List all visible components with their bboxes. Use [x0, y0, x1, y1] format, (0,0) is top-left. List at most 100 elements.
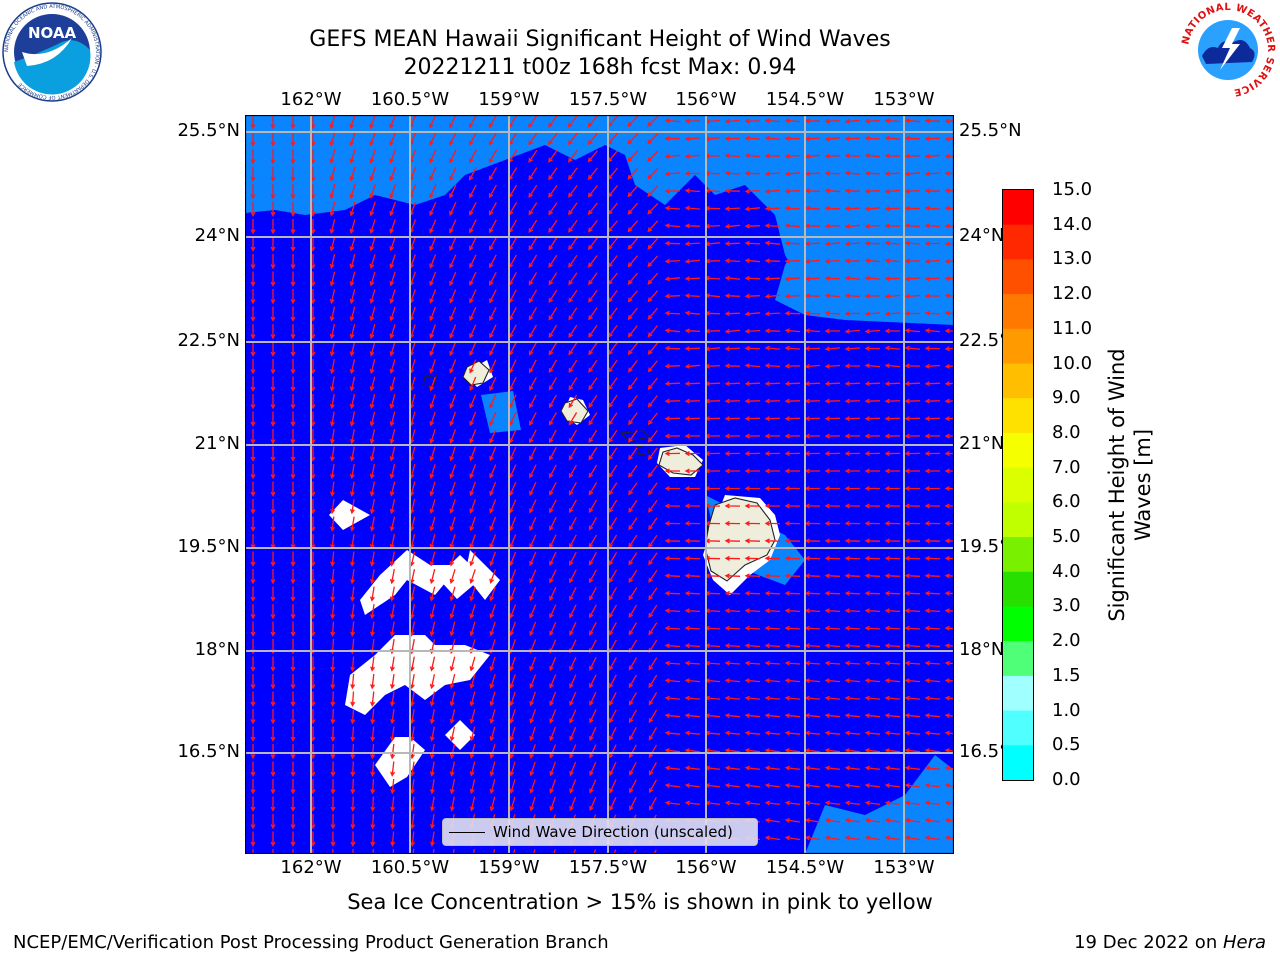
- wave-direction-arrow: [764, 345, 781, 351]
- wave-direction-arrow: [349, 359, 356, 375]
- wave-direction-arrow: [629, 762, 637, 776]
- wave-direction-arrow: [567, 150, 578, 163]
- wave-direction-arrow: [589, 622, 597, 636]
- wave-direction-arrow: [252, 849, 254, 854]
- wave-direction-arrow: [270, 411, 276, 427]
- top-lon-label: 160.5°W: [370, 89, 450, 110]
- wave-direction-arrow: [489, 674, 496, 689]
- wave-direction-arrow: [370, 656, 376, 672]
- wave-direction-arrow: [724, 765, 740, 771]
- wave-direction-arrow: [588, 499, 598, 514]
- wave-direction-arrow: [904, 748, 921, 754]
- wave-direction-arrow: [489, 411, 497, 427]
- wave-direction-arrow: [549, 569, 557, 584]
- wave-direction-arrow: [349, 166, 356, 182]
- colorbar-segment: [1003, 710, 1033, 746]
- wave-direction-arrow: [568, 429, 578, 444]
- wave-direction-arrow: [664, 748, 681, 754]
- wave-direction-arrow: [608, 622, 617, 636]
- wave-direction-arrow: [329, 428, 335, 445]
- wave-direction-arrow: [489, 796, 496, 812]
- wave-direction-arrow: [270, 831, 276, 847]
- wave-direction-arrow: [250, 499, 256, 515]
- wave-direction-arrow: [329, 289, 336, 305]
- wave-direction-arrow: [764, 590, 781, 596]
- wave-direction-arrow: [884, 240, 901, 246]
- wave-direction-arrow: [924, 171, 941, 177]
- wave-direction-arrow: [904, 258, 921, 264]
- wave-direction-arrow: [329, 393, 335, 410]
- wave-direction-arrow: [573, 849, 577, 854]
- wave-direction-arrow: [548, 132, 558, 146]
- wave-direction-arrow: [664, 468, 680, 474]
- wave-direction-arrow: [509, 709, 516, 725]
- wave-direction-arrow: [389, 271, 396, 287]
- wave-direction-arrow: [569, 796, 577, 812]
- wave-direction-arrow: [509, 674, 516, 689]
- wave-direction-arrow: [884, 643, 901, 649]
- wave-direction-arrow: [884, 748, 901, 754]
- wave-direction-arrow: [369, 411, 376, 427]
- wave-direction-arrow: [350, 831, 356, 847]
- wave-direction-arrow: [549, 551, 557, 567]
- wave-direction-arrow: [549, 656, 557, 672]
- colorbar: [1002, 189, 1034, 781]
- wave-direction-arrow: [588, 517, 598, 531]
- wave-direction-arrow: [664, 486, 680, 491]
- left-lat-label: 21°N: [194, 433, 240, 454]
- wave-direction-arrow: [627, 202, 639, 215]
- wave-direction-arrow: [492, 849, 496, 854]
- wave-direction-arrow: [924, 590, 941, 596]
- wave-direction-arrow: [588, 429, 598, 444]
- wave-direction-arrow: [369, 149, 376, 164]
- wave-direction-arrow: [589, 796, 597, 812]
- wave-direction-arrow: [548, 412, 557, 426]
- wave-direction-arrow: [369, 271, 376, 287]
- wave-direction-arrow: [904, 276, 921, 282]
- wave-direction-arrow: [350, 761, 356, 777]
- wave-direction-arrow: [764, 363, 781, 369]
- wave-direction-arrow: [744, 625, 761, 631]
- wave-direction-arrow: [744, 311, 761, 317]
- colorbar-segment: [1003, 224, 1033, 260]
- wave-direction-arrow: [824, 538, 841, 544]
- wave-direction-arrow: [549, 691, 557, 707]
- wave-direction-arrow: [627, 167, 639, 180]
- wave-direction-arrow: [250, 271, 256, 287]
- wave-direction-arrow: [744, 538, 761, 544]
- wave-direction-arrow: [349, 463, 355, 480]
- wave-direction-arrow: [648, 604, 658, 619]
- colorbar-segment: [1003, 363, 1033, 399]
- wave-direction-arrow: [589, 656, 597, 672]
- wave-direction-arrow: [329, 464, 335, 480]
- wave-direction-arrow: [329, 376, 335, 392]
- colorbar-tick-label: 13.0: [1052, 248, 1093, 270]
- wave-direction-arrow: [684, 328, 701, 334]
- wave-direction-arrow: [824, 433, 841, 439]
- wave-direction-arrow: [824, 800, 840, 806]
- wave-direction-arrow: [469, 149, 477, 164]
- wave-direction-arrow: [549, 709, 557, 724]
- wave-direction-arrow: [250, 604, 256, 620]
- wave-direction-arrow: [924, 258, 941, 264]
- wave-direction-arrow: [429, 586, 436, 602]
- right-lat-label: 24°N: [959, 225, 1002, 246]
- colorbar-tick-label: 6.0: [1052, 491, 1081, 513]
- wave-direction-arrow: [429, 743, 435, 760]
- svg-text:NOAA: NOAA: [28, 24, 77, 42]
- wave-direction-arrow: [270, 184, 276, 200]
- wave-direction-arrow: [904, 416, 921, 422]
- wave-direction-arrow: [608, 569, 618, 584]
- wave-direction-arrow: [569, 604, 577, 619]
- wave-direction-arrow: [329, 115, 336, 130]
- wave-direction-arrow: [924, 573, 941, 579]
- colorbar-tick-label: 12.0: [1052, 283, 1093, 305]
- wave-direction-arrow: [489, 779, 496, 795]
- wave-direction-arrow: [784, 328, 801, 334]
- wave-direction-arrow: [489, 621, 496, 637]
- wave-direction-arrow: [784, 258, 801, 264]
- wave-direction-arrow: [369, 236, 376, 252]
- wave-direction-arrow: [528, 132, 538, 146]
- wave-direction-arrow: [469, 341, 477, 357]
- wave-direction-arrow: [369, 621, 375, 637]
